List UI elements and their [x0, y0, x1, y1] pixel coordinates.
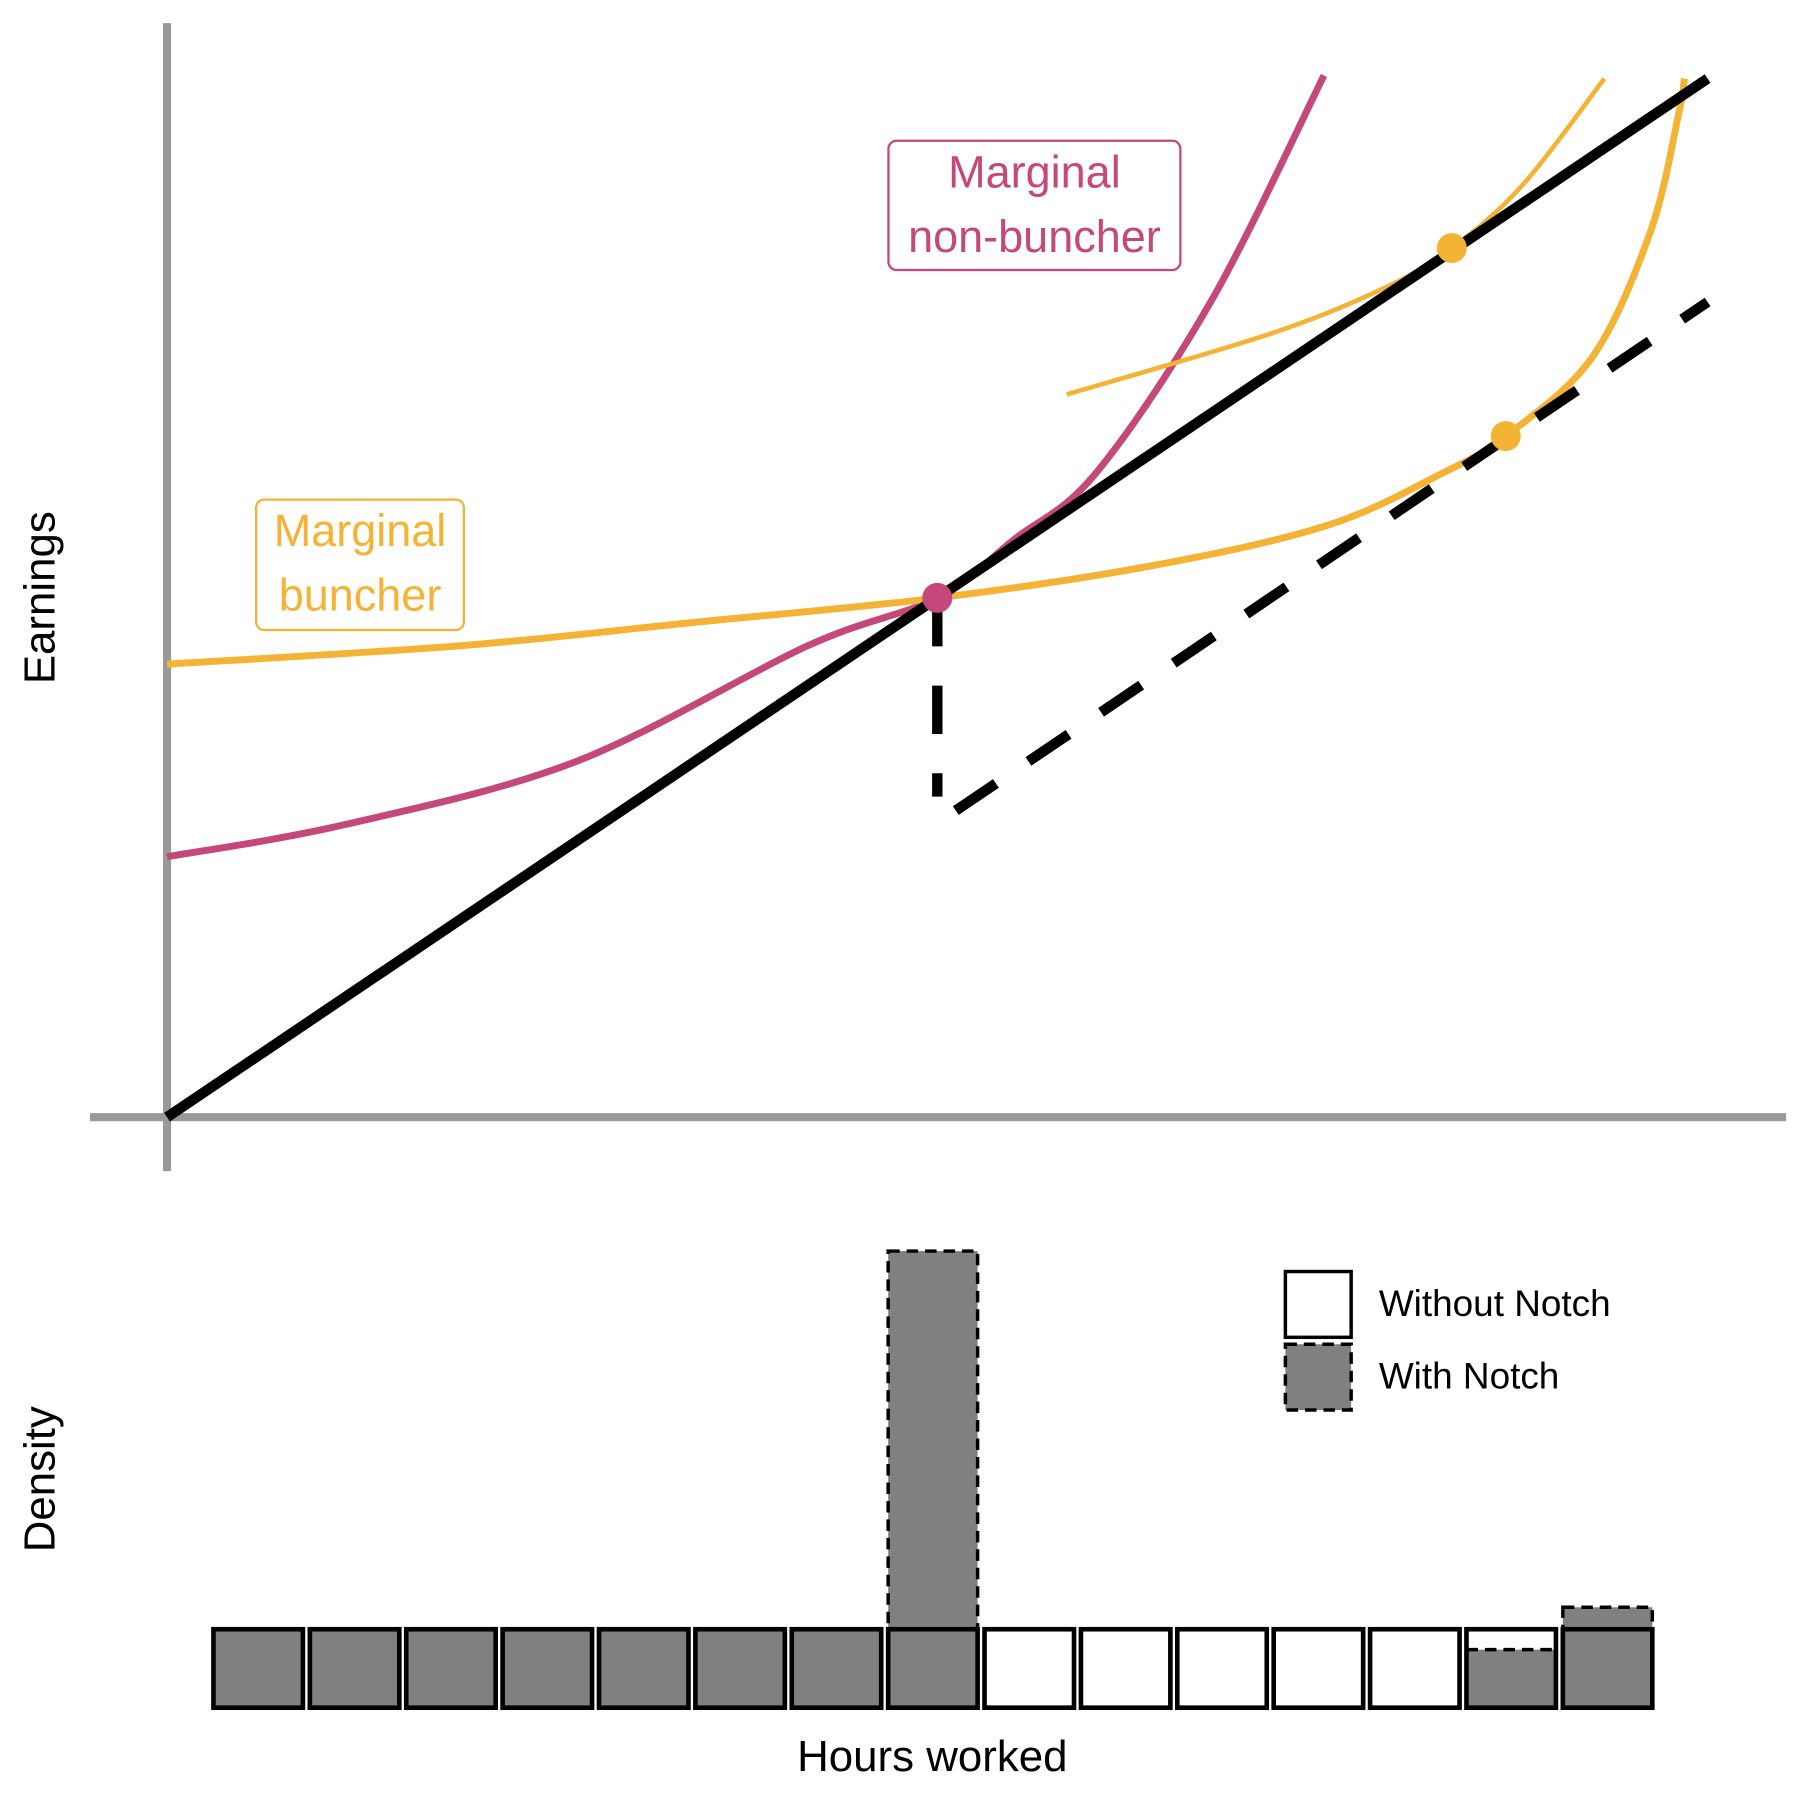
legend-label: Without Notch	[1379, 1283, 1611, 1324]
bar	[1174, 1626, 1270, 1710]
annotation-text: buncher	[279, 570, 442, 621]
line	[932, 297, 1711, 815]
line	[166, 77, 1688, 668]
bar	[211, 1627, 305, 1710]
bar	[597, 1627, 691, 1710]
bar	[885, 1626, 980, 1710]
legend-swatch	[1283, 1342, 1353, 1412]
annotation-text: Marginal	[274, 505, 447, 556]
bar	[693, 1626, 788, 1710]
y-axis-title: Earnings	[15, 511, 64, 684]
legend-swatch	[1283, 1269, 1353, 1340]
bar	[693, 1627, 787, 1710]
bar	[211, 1626, 306, 1710]
bar	[1078, 1626, 1173, 1710]
point	[1490, 421, 1521, 452]
bar	[1464, 1626, 1559, 1710]
bar	[1561, 1605, 1655, 1710]
bar	[596, 1626, 691, 1710]
bar	[1464, 1647, 1558, 1710]
bar	[790, 1627, 883, 1710]
annotation-box	[254, 498, 465, 632]
bar	[1560, 1626, 1655, 1710]
bar	[500, 1626, 595, 1710]
bar	[789, 1626, 884, 1710]
bar	[1271, 1626, 1366, 1710]
bar	[307, 1626, 402, 1710]
annotation-text: non-buncher	[908, 211, 1161, 262]
bar	[1367, 1626, 1462, 1710]
legend-label: With Notch	[1379, 1356, 1559, 1397]
annotation-box	[887, 139, 1182, 272]
bar	[403, 1626, 499, 1710]
bar	[500, 1627, 594, 1710]
annotation-text: Marginal	[948, 146, 1121, 197]
bar	[886, 1249, 980, 1710]
bar	[982, 1626, 1077, 1710]
y-axis-title: Density	[15, 1406, 64, 1552]
bar	[308, 1627, 402, 1710]
bar	[404, 1627, 498, 1710]
point	[922, 582, 953, 613]
x-axis-title: Hours worked	[797, 1732, 1067, 1781]
point	[1436, 233, 1467, 264]
